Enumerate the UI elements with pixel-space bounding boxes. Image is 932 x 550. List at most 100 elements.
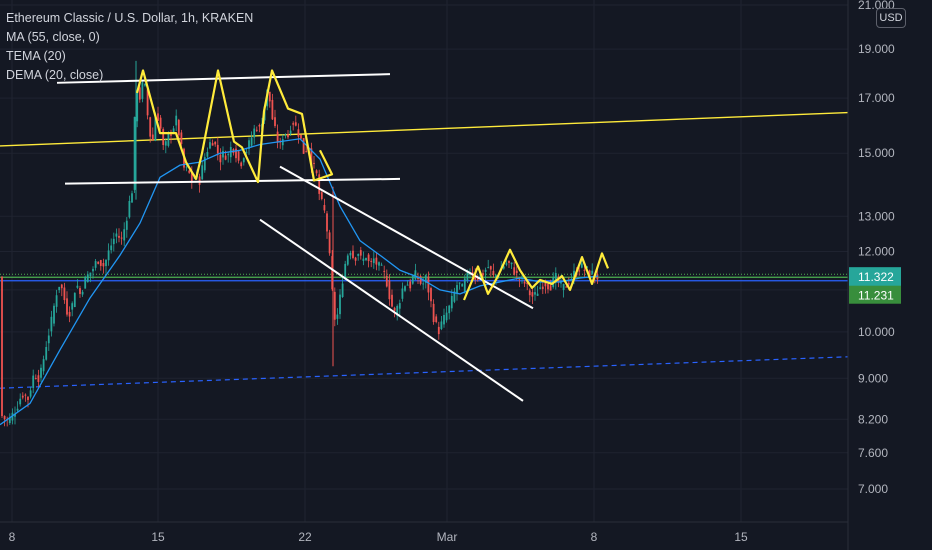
candle-body (242, 158, 245, 163)
candle-body (547, 284, 549, 290)
candle-body (391, 294, 393, 307)
candle-body (172, 128, 175, 133)
candle-body (409, 281, 412, 289)
candle-body (284, 134, 287, 136)
candle-body (466, 270, 469, 281)
y-tick-label: 8.200 (858, 412, 888, 426)
drawing-lines (56, 69, 610, 402)
candle-body (287, 134, 289, 138)
candle-body (89, 272, 92, 277)
candle-body (513, 267, 516, 275)
candle-body (250, 137, 253, 146)
candle-body (430, 288, 432, 302)
candle-body (8, 417, 11, 424)
y-tick-label: 10.000 (858, 325, 895, 339)
candle-body (170, 134, 172, 136)
candle-body (94, 261, 97, 268)
candle-body (198, 176, 201, 185)
candle-body (333, 291, 336, 320)
candle-body (162, 129, 165, 145)
candle-body (3, 415, 6, 420)
candle-body (125, 220, 128, 230)
candlestick-series (1, 60, 599, 427)
candle-body (63, 287, 66, 301)
candle-body (29, 390, 32, 397)
candle-body (344, 263, 347, 279)
candle-body (427, 276, 430, 293)
candle-body (154, 115, 157, 141)
candle-body (411, 275, 414, 284)
candle-body (123, 229, 126, 241)
candle-body (432, 303, 435, 323)
candle-body (320, 192, 323, 199)
candle-body (586, 266, 588, 268)
candle-body (50, 316, 53, 332)
candle-body (370, 260, 373, 262)
candle-body (315, 170, 318, 174)
candle-body (521, 276, 523, 278)
candle-body (372, 258, 375, 264)
candle-body (1, 276, 3, 417)
candle-body (341, 283, 344, 297)
candle-body (27, 396, 29, 400)
candle-body (60, 284, 63, 289)
ma-line (0, 138, 599, 426)
candle-body (159, 117, 162, 129)
candle-body (354, 257, 357, 261)
y-tick-label: 7.000 (858, 482, 888, 496)
candle-body (388, 280, 391, 300)
candle-body (276, 131, 279, 143)
candle-body (201, 165, 204, 180)
candle-body (383, 270, 386, 272)
candle-body (534, 292, 536, 295)
white-channel-line (64, 177, 401, 185)
x-tick-label: 8 (591, 530, 598, 544)
candle-body (71, 303, 74, 310)
candle-body (16, 408, 19, 411)
currency-button[interactable]: USD (876, 8, 906, 28)
candle-body (24, 394, 27, 396)
candle-body (138, 87, 141, 100)
candle-body (237, 151, 240, 161)
candle-body (281, 139, 284, 146)
x-tick-label: Mar (437, 530, 458, 544)
candle-body (81, 291, 84, 295)
candle-body (258, 125, 261, 127)
candle-body (523, 281, 526, 284)
candle-body (362, 258, 365, 261)
candle-body (294, 122, 297, 126)
candle-body (549, 285, 552, 291)
candle-body (177, 119, 180, 136)
candle-body (422, 283, 425, 285)
candle-body (539, 287, 542, 289)
candle-body (297, 129, 300, 137)
candle-body (508, 261, 510, 264)
candle-body (175, 115, 178, 126)
candle-body (380, 264, 383, 266)
candle-body (578, 270, 581, 272)
candle-body (292, 123, 295, 125)
y-tick-label: 12.000 (858, 245, 895, 259)
candle-body (188, 170, 191, 173)
candle-body (248, 140, 250, 149)
candle-body (42, 359, 45, 372)
candle-body (515, 270, 518, 274)
candle-body (443, 314, 445, 325)
candle-body (456, 285, 458, 294)
chart-grid (0, 0, 848, 522)
candle-body (419, 276, 422, 284)
x-tick-label: 8 (9, 530, 16, 544)
candle-body (68, 311, 71, 317)
candle-body (58, 286, 61, 291)
candle-body (235, 148, 237, 159)
candle-body (404, 286, 406, 291)
legend-title: Ethereum Classic / U.S. Dollar, 1h, KRAK… (6, 11, 254, 25)
candle-body (274, 117, 276, 127)
candle-body (34, 377, 37, 379)
candle-body (245, 151, 248, 153)
y-tick-label: 15.000 (858, 146, 895, 160)
candle-body (484, 269, 487, 272)
candle-body (214, 141, 217, 145)
candle-body (349, 252, 352, 256)
